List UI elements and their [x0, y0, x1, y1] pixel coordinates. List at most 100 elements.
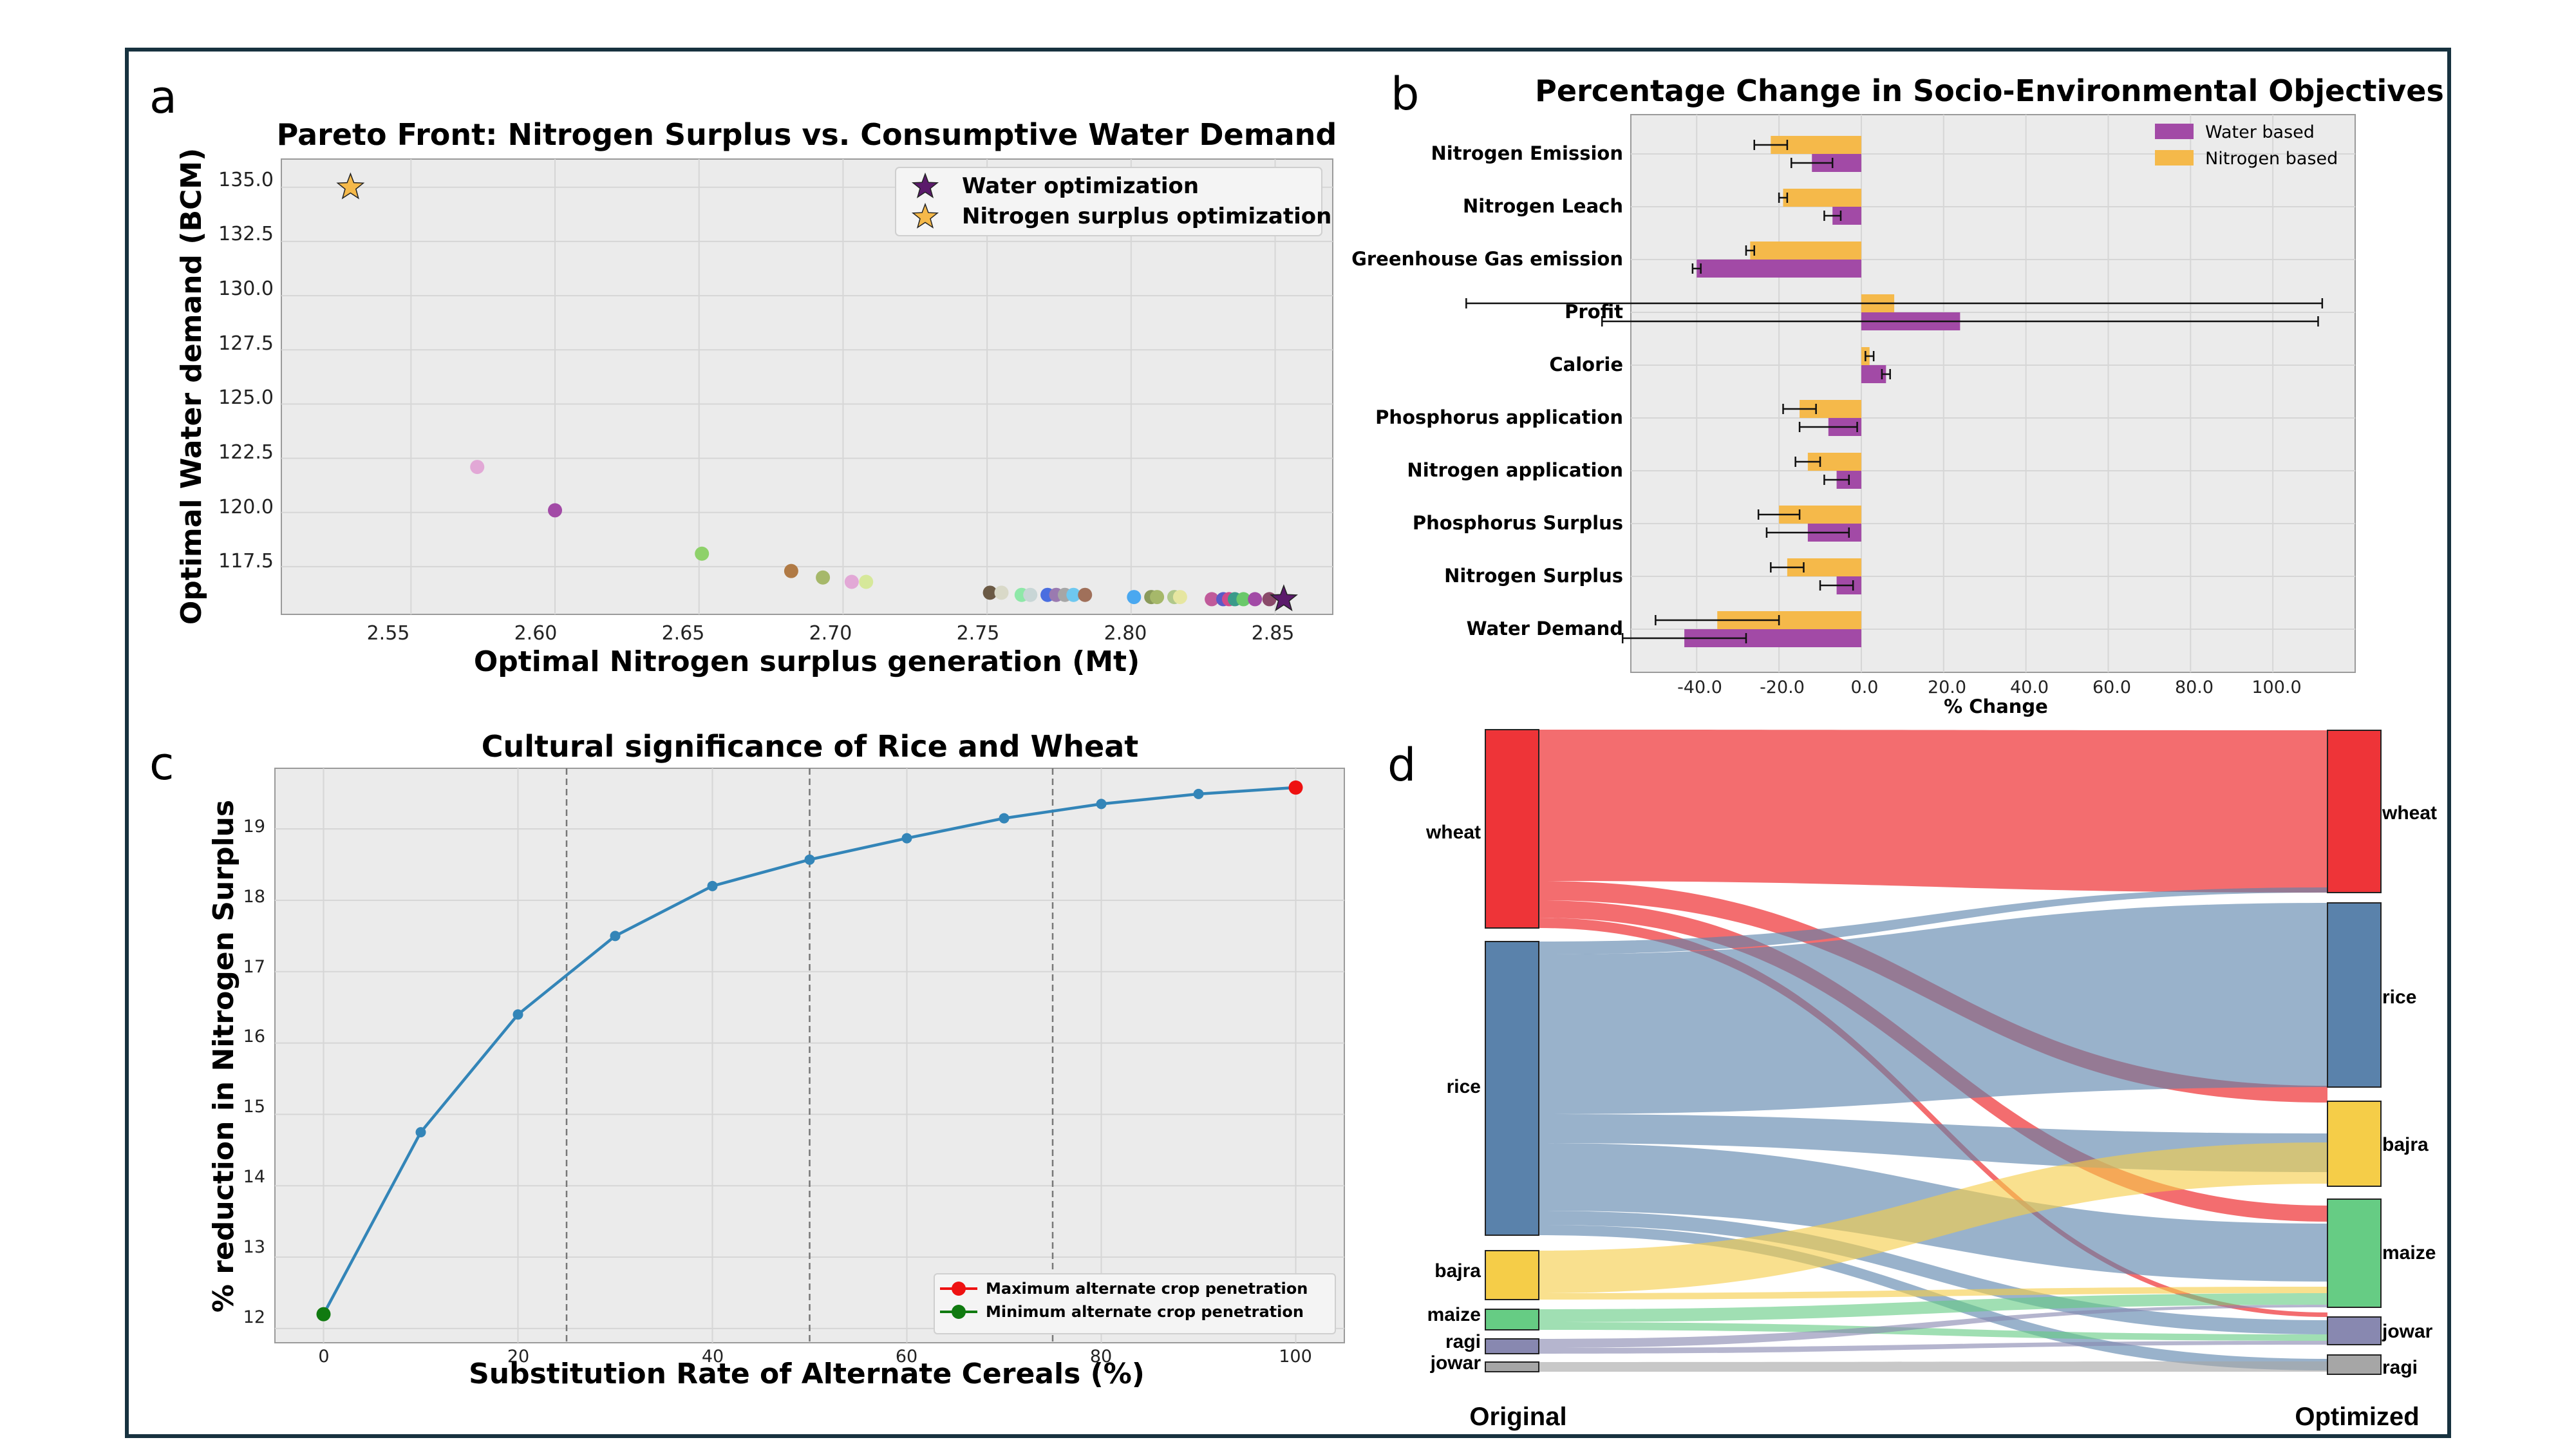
bar	[1750, 242, 1861, 260]
scatter-point	[1078, 587, 1093, 602]
gridlines	[1631, 115, 2355, 672]
category-label: Phosphorus Surplus	[1413, 512, 1623, 534]
data-point	[707, 880, 718, 891]
category-label: Profit	[1565, 301, 1623, 323]
scatter-point	[1066, 587, 1081, 602]
flow-rice-jowar	[1539, 1211, 2327, 1334]
legend-marker-water-star	[911, 172, 939, 198]
x-ticks: 0 20 40 60 80 100	[318, 1347, 1312, 1367]
y-tick: 16	[243, 1027, 265, 1046]
x-tick: 2.75	[957, 622, 1000, 645]
legend-label: Nitrogen surplus optimization	[962, 204, 1331, 229]
x-tick: 100.0	[2252, 677, 2301, 697]
right-node-label-ragi: ragi	[2382, 1357, 2418, 1378]
x-tick: -20.0	[1760, 677, 1805, 697]
left-node-label-jowar: jowar	[1430, 1352, 1481, 1374]
scatter-point	[1205, 592, 1219, 607]
flow-ragi-maize	[1539, 1305, 2327, 1348]
chart-title: Pareto Front: Nitrogen Surplus vs. Consu…	[277, 117, 1337, 152]
category-label: Calorie	[1549, 354, 1623, 375]
legend-label: Water optimization	[962, 173, 1199, 199]
legend-marker-nitrogen-star	[911, 202, 939, 229]
x-axis-label: Substitution Rate of Alternate Cereals (…	[469, 1358, 1145, 1390]
data-point	[901, 833, 912, 844]
data-point	[1193, 788, 1204, 799]
scatter-point	[1262, 592, 1277, 607]
scatter-point	[1248, 592, 1263, 607]
y-tick: 17	[243, 957, 265, 977]
legend-box	[934, 1273, 1336, 1334]
x-tick: 0	[318, 1347, 329, 1367]
data-point-min	[316, 1307, 331, 1321]
original-label: Original	[1469, 1403, 1566, 1431]
scatter-point	[1150, 590, 1165, 605]
y-tick: 130.0	[218, 278, 274, 300]
category-label: Water Demand	[1467, 618, 1623, 639]
optimized-label: Optimized	[2295, 1403, 2419, 1431]
category-label: Nitrogen application	[1407, 459, 1623, 481]
category-labels: Nitrogen Emission Nitrogen Leach Greenho…	[1351, 142, 1623, 639]
left-node-label-bajra: bajra	[1434, 1260, 1481, 1282]
x-tick: 20.0	[1928, 677, 1966, 697]
y-tick: 15	[243, 1097, 265, 1117]
category-label: Nitrogen Leach	[1463, 195, 1623, 217]
right-node-maize	[2327, 1198, 2382, 1308]
x-tick: 2.70	[809, 622, 852, 645]
flow-rice-rice	[1539, 903, 2327, 1114]
data-point	[804, 854, 815, 865]
x-tick: -40.0	[1677, 677, 1722, 697]
bars	[1465, 136, 2324, 647]
right-node-label-rice: rice	[2382, 987, 2416, 1008]
scatter-point	[982, 585, 997, 600]
y-axis-label: Optimal Water demand (BCM)	[175, 148, 208, 625]
x-ticks: -40.0 -20.0 0.0 20.0 40.0 60.0 80.0 100.…	[1677, 677, 2302, 697]
x-tick: 0.0	[1851, 677, 1879, 697]
flow-wheat-wheat	[1539, 730, 2327, 893]
scatter-point	[844, 574, 859, 589]
x-tick: 80	[1090, 1347, 1112, 1367]
star-marker	[1269, 584, 1298, 612]
right-node-bajra	[2327, 1101, 2382, 1187]
legend: Water based Nitrogen based	[2155, 122, 2338, 169]
right-node-label-wheat: wheat	[2382, 802, 2437, 824]
data-point	[512, 1009, 523, 1020]
x-ticks: 2.55 2.60 2.65 2.70 2.75 2.80 2.85	[367, 622, 1295, 645]
star-marker	[336, 172, 365, 200]
left-node-label-ragi: ragi	[1445, 1331, 1481, 1352]
left-node-label-rice: rice	[1447, 1076, 1481, 1097]
flow-maize-maize	[1539, 1293, 2327, 1322]
flow-rice-wheat	[1539, 887, 2327, 954]
right-node-ragi	[2327, 1354, 2382, 1375]
legend-label: Minimum alternate crop penetration	[986, 1303, 1304, 1321]
scatter-point	[859, 574, 874, 589]
left-node-label-wheat: wheat	[1425, 822, 1481, 843]
legend-swatch-water	[2155, 124, 2194, 139]
flow-bajra-maize	[1539, 1287, 2327, 1300]
y-tick: 125.0	[218, 386, 274, 409]
y-tick: 135.0	[218, 169, 274, 191]
x-axis-label: Optimal Nitrogen surplus generation (Mt)	[474, 645, 1140, 678]
data-point	[1096, 799, 1107, 810]
category-label: Greenhouse Gas emission	[1351, 248, 1623, 270]
scatter-point	[816, 570, 831, 585]
panel-letter-c: c	[149, 737, 174, 790]
left-node-labels: wheat rice bajra maize ragi jowar	[1425, 822, 1481, 1374]
category-label: Nitrogen Surplus	[1444, 565, 1623, 587]
x-tick: 2.80	[1104, 622, 1147, 645]
legend-marker-max	[952, 1282, 966, 1296]
panel-letter-b: b	[1391, 68, 1419, 120]
legend-label: Maximum alternate crop penetration	[986, 1280, 1308, 1298]
x-tick: 2.60	[514, 622, 558, 645]
right-node-labels: wheat rice bajra maize jowar ragi	[2382, 802, 2437, 1378]
panel-d-sankey: d wheat rice bajra maize ragi jowar whea…	[1387, 729, 2437, 1431]
sankey-flows	[1539, 730, 2327, 1372]
data-point	[999, 813, 1010, 824]
right-node-label-jowar: jowar	[2382, 1321, 2433, 1342]
x-tick: 2.65	[662, 622, 705, 645]
x-tick: 2.55	[367, 622, 410, 645]
right-node-jowar	[2327, 1316, 2382, 1345]
left-node-rice	[1485, 941, 1539, 1236]
legend: Water optimization Nitrogen surplus opti…	[895, 167, 1331, 236]
y-tick: 12	[243, 1307, 265, 1327]
